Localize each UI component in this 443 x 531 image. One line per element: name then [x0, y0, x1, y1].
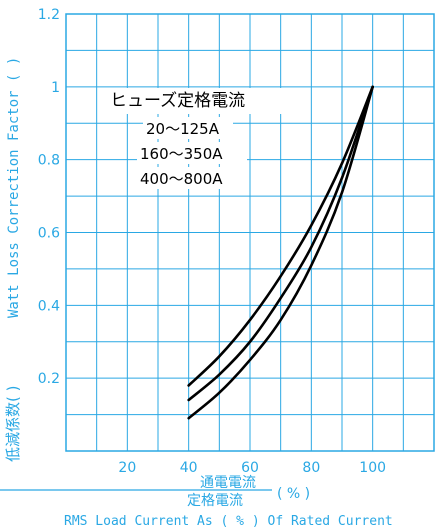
- y-tick-label: 0.2: [38, 371, 60, 387]
- y-tick-label: 0.6: [38, 226, 60, 242]
- x-tick-label: 40: [180, 460, 198, 476]
- y-label-english: Watt Loss Correction Factor ( ): [6, 57, 22, 318]
- legend-title: ヒューズ定格電流: [110, 91, 245, 111]
- x-tick-label: 100: [359, 460, 386, 476]
- y-tick-label: 1.2: [38, 7, 60, 23]
- y-tick-label: 1: [51, 80, 60, 96]
- x-axis-label: 通電電流 定格電流 ( % ) RMS Load Current As ( % …: [0, 475, 393, 529]
- x-label-unit: ( % ): [277, 486, 310, 502]
- y-axis-label: 低減係数( ) Watt Loss Correction Factor ( ): [4, 57, 22, 462]
- y-tick-label: 0.4: [38, 298, 60, 314]
- y-label-japanese: 低減係数( ): [4, 386, 22, 462]
- legend-entry-2: 160～350A: [140, 145, 223, 163]
- legend-entry-3: 400～800A: [140, 170, 223, 188]
- x-label-english: RMS Load Current As ( % ) Of Rated Curre…: [64, 514, 393, 529]
- x-label-denominator: 定格電流: [187, 493, 243, 509]
- y-tick-label: 0.8: [38, 153, 60, 169]
- x-tick-label: 60: [241, 460, 259, 476]
- legend-entry-1: 20～125A: [146, 120, 220, 138]
- x-label-numerator: 通電電流: [200, 475, 256, 491]
- x-tick-label: 20: [118, 460, 136, 476]
- x-tick-label: 80: [302, 460, 320, 476]
